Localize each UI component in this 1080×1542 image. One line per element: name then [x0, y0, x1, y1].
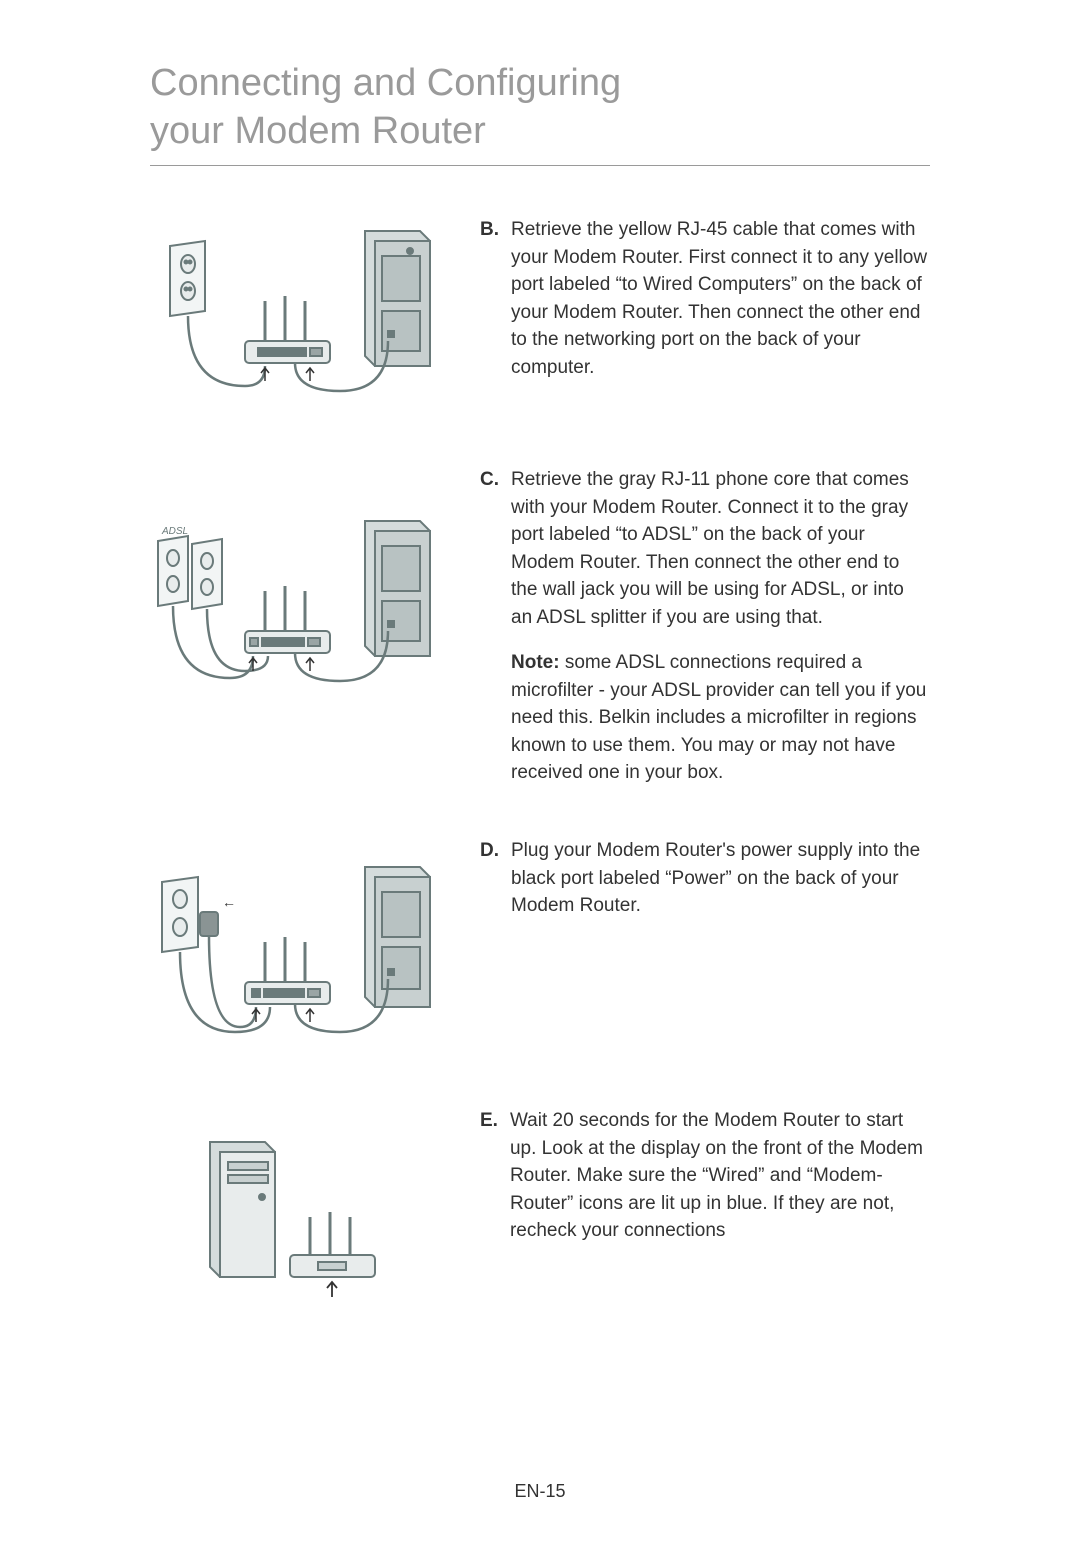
step-c-note: Note: some ADSL connections required a m…: [511, 649, 930, 787]
title-line-1: Connecting and Configuring: [150, 62, 621, 104]
step-c-note-body: some ADSL connections required a microfi…: [511, 652, 926, 783]
diagram-d-icon: ←: [150, 857, 450, 1057]
step-c-note-label: Note:: [511, 652, 560, 673]
adsl-label: ADSL: [161, 526, 188, 537]
step-b-body: Retrieve the yellow RJ-45 cable that com…: [511, 216, 930, 381]
step-c-body-text: Retrieve the gray RJ-11 phone core that …: [511, 469, 909, 628]
step-b-illustration: [150, 216, 450, 416]
step-d-letter: D.: [480, 837, 499, 920]
step-d-text: D. Plug your Modem Router's power supply…: [480, 837, 930, 920]
step-e-illustration: [150, 1117, 450, 1317]
step-d-illustration: ←: [150, 857, 450, 1057]
step-e: E. Wait 20 seconds for the Modem Router …: [150, 1107, 930, 1317]
page-number: EN-15: [0, 1481, 1080, 1502]
step-e-body: Wait 20 seconds for the Modem Router to …: [510, 1107, 930, 1245]
step-c-text: C. Retrieve the gray RJ-11 phone core th…: [480, 466, 930, 787]
step-e-letter: E.: [480, 1107, 498, 1245]
step-c-body: Retrieve the gray RJ-11 phone core that …: [511, 466, 930, 787]
diagram-b-icon: [150, 216, 450, 416]
step-e-text: E. Wait 20 seconds for the Modem Router …: [480, 1107, 930, 1245]
step-d: ←: [150, 837, 930, 1057]
diagram-c-icon: ADSL: [150, 506, 450, 706]
step-d-body: Plug your Modem Router's power supply in…: [511, 837, 930, 920]
step-c: ADSL: [150, 466, 930, 787]
step-b: B. Retrieve the yellow RJ-45 cable that …: [150, 216, 930, 416]
page-title: Connecting and Configuring your Modem Ro…: [150, 60, 930, 166]
step-b-text: B. Retrieve the yellow RJ-45 cable that …: [480, 216, 930, 381]
svg-text:←: ←: [222, 894, 236, 910]
diagram-e-icon: [150, 1127, 450, 1307]
title-line-2: your Modem Router: [150, 110, 486, 152]
content: B. Retrieve the yellow RJ-45 cable that …: [150, 216, 930, 1317]
step-c-illustration: ADSL: [150, 506, 450, 706]
step-c-letter: C.: [480, 466, 499, 787]
step-b-letter: B.: [480, 216, 499, 381]
